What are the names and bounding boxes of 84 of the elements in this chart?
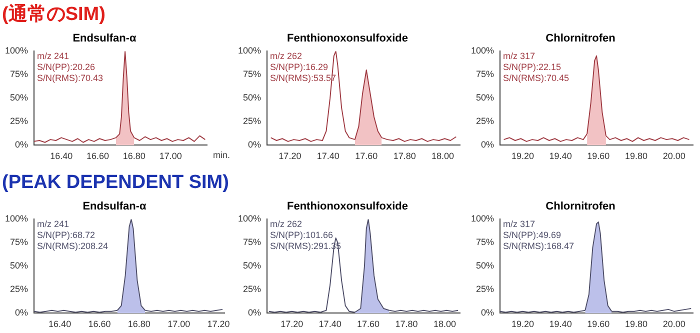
x-axis-title: min. xyxy=(213,150,230,160)
y-tick-label: 50% xyxy=(476,260,494,271)
text: (PEAK DEPENDENT SIM) xyxy=(1,171,230,195)
x-tick-label: 19.60 xyxy=(587,151,610,162)
x-tick-label: 20.00 xyxy=(662,319,686,330)
x-tick-label: 19.20 xyxy=(511,319,534,330)
y-tick-label: 0% xyxy=(481,140,494,150)
annotation: S/N(PP):49.69 xyxy=(503,230,562,240)
x-tick-label: 17.60 xyxy=(357,319,380,330)
y-tick-label: 25% xyxy=(10,284,28,294)
text: (通常のSIM) xyxy=(1,2,106,27)
y-tick-label: 50% xyxy=(243,260,262,271)
annotation: m/z 317 xyxy=(503,51,536,62)
y-tick-label: 0% xyxy=(248,140,262,150)
y-tick-label: 100% xyxy=(4,46,28,56)
y-tick-label: 25% xyxy=(243,116,262,126)
chart-title: Fenthionoxonsulfoxide xyxy=(287,32,408,45)
chart-title: Endsulfan-α xyxy=(72,32,137,45)
y-tick-label: 25% xyxy=(243,284,262,294)
annotation: S/N(RMS):168.47 xyxy=(503,241,574,252)
annotation: m/z 241 xyxy=(37,219,70,230)
y-tick-label: 100% xyxy=(238,46,262,56)
x-tick-label: 17.20 xyxy=(278,151,302,162)
x-tick-label: 18.00 xyxy=(433,319,456,330)
x-tick-label: 16.80 xyxy=(128,319,150,330)
y-tick-label: 75% xyxy=(476,237,494,248)
x-tick-label: 19.40 xyxy=(549,151,572,162)
annotation: S/N(PP):101.66 xyxy=(270,230,334,240)
x-tick-label: 16.60 xyxy=(88,319,111,330)
y-tick-label: 100% xyxy=(4,214,28,224)
x-tick-label: 16.60 xyxy=(86,151,110,162)
y-tick-label: 0% xyxy=(248,308,262,318)
y-tick-label: 100% xyxy=(470,214,494,224)
chart-title: Chlornitrofen xyxy=(546,32,616,45)
chart-title: Chlornitrofen xyxy=(546,200,616,213)
x-tick-label: 17.40 xyxy=(318,319,342,330)
x-tick-label: 19.80 xyxy=(624,319,648,330)
annotation: m/z 241 xyxy=(37,51,70,62)
y-tick-label: 50% xyxy=(10,92,28,103)
x-tick-label: 17.20 xyxy=(207,319,230,330)
y-tick-label: 75% xyxy=(10,237,28,248)
annotation: S/N(PP):20.26 xyxy=(37,62,96,72)
x-tick-label: 19.20 xyxy=(511,151,534,162)
x-tick-label: 17.00 xyxy=(168,319,190,330)
annotation: S/N(PP):68.72 xyxy=(37,230,96,240)
annotation: S/N(RMS):70.45 xyxy=(503,73,570,84)
x-tick-label: 17.00 xyxy=(159,151,182,162)
annotation: S/N(RMS):70.43 xyxy=(37,73,104,84)
annotation: m/z 317 xyxy=(503,219,536,230)
y-tick-label: 0% xyxy=(15,308,28,318)
x-tick-label: 16.40 xyxy=(50,151,73,162)
chart-title: Endsulfan-α xyxy=(82,200,147,213)
y-tick-label: 100% xyxy=(470,46,494,56)
y-tick-label: 50% xyxy=(476,92,494,103)
y-tick-label: 25% xyxy=(10,116,28,126)
chart-title: Fenthionoxonsulfoxide xyxy=(287,200,408,213)
x-tick-label: 18.00 xyxy=(432,151,454,162)
x-tick-label: 17.40 xyxy=(316,151,340,162)
annotation: S/N(RMS):208.24 xyxy=(37,241,108,252)
annotation: m/z 262 xyxy=(270,219,302,230)
x-tick-label: 17.60 xyxy=(355,151,378,162)
y-tick-label: 0% xyxy=(481,308,494,318)
x-tick-label: 19.80 xyxy=(624,151,648,162)
y-tick-label: 50% xyxy=(243,92,262,103)
x-tick-label: 20.00 xyxy=(662,151,686,162)
x-tick-label: 19.60 xyxy=(587,319,610,330)
y-tick-label: 50% xyxy=(10,260,28,271)
x-tick-label: 17.80 xyxy=(395,319,418,330)
y-tick-label: 75% xyxy=(243,237,262,248)
y-tick-label: 100% xyxy=(238,214,262,224)
y-tick-label: 75% xyxy=(243,69,262,80)
y-tick-label: 0% xyxy=(15,140,28,150)
y-tick-label: 75% xyxy=(10,69,28,80)
y-tick-label: 25% xyxy=(476,284,494,294)
x-tick-label: 19.40 xyxy=(549,319,572,330)
y-tick-label: 75% xyxy=(476,69,494,80)
x-tick-label: 16.80 xyxy=(122,151,146,162)
y-tick-label: 25% xyxy=(476,116,494,126)
x-tick-label: 17.80 xyxy=(393,151,416,162)
x-tick-label: 16.40 xyxy=(48,319,72,330)
annotation: S/N(PP):22.15 xyxy=(503,62,562,72)
annotation: m/z 262 xyxy=(270,51,302,62)
annotation: S/N(PP):16.29 xyxy=(270,62,328,72)
x-tick-label: 17.20 xyxy=(280,319,304,330)
